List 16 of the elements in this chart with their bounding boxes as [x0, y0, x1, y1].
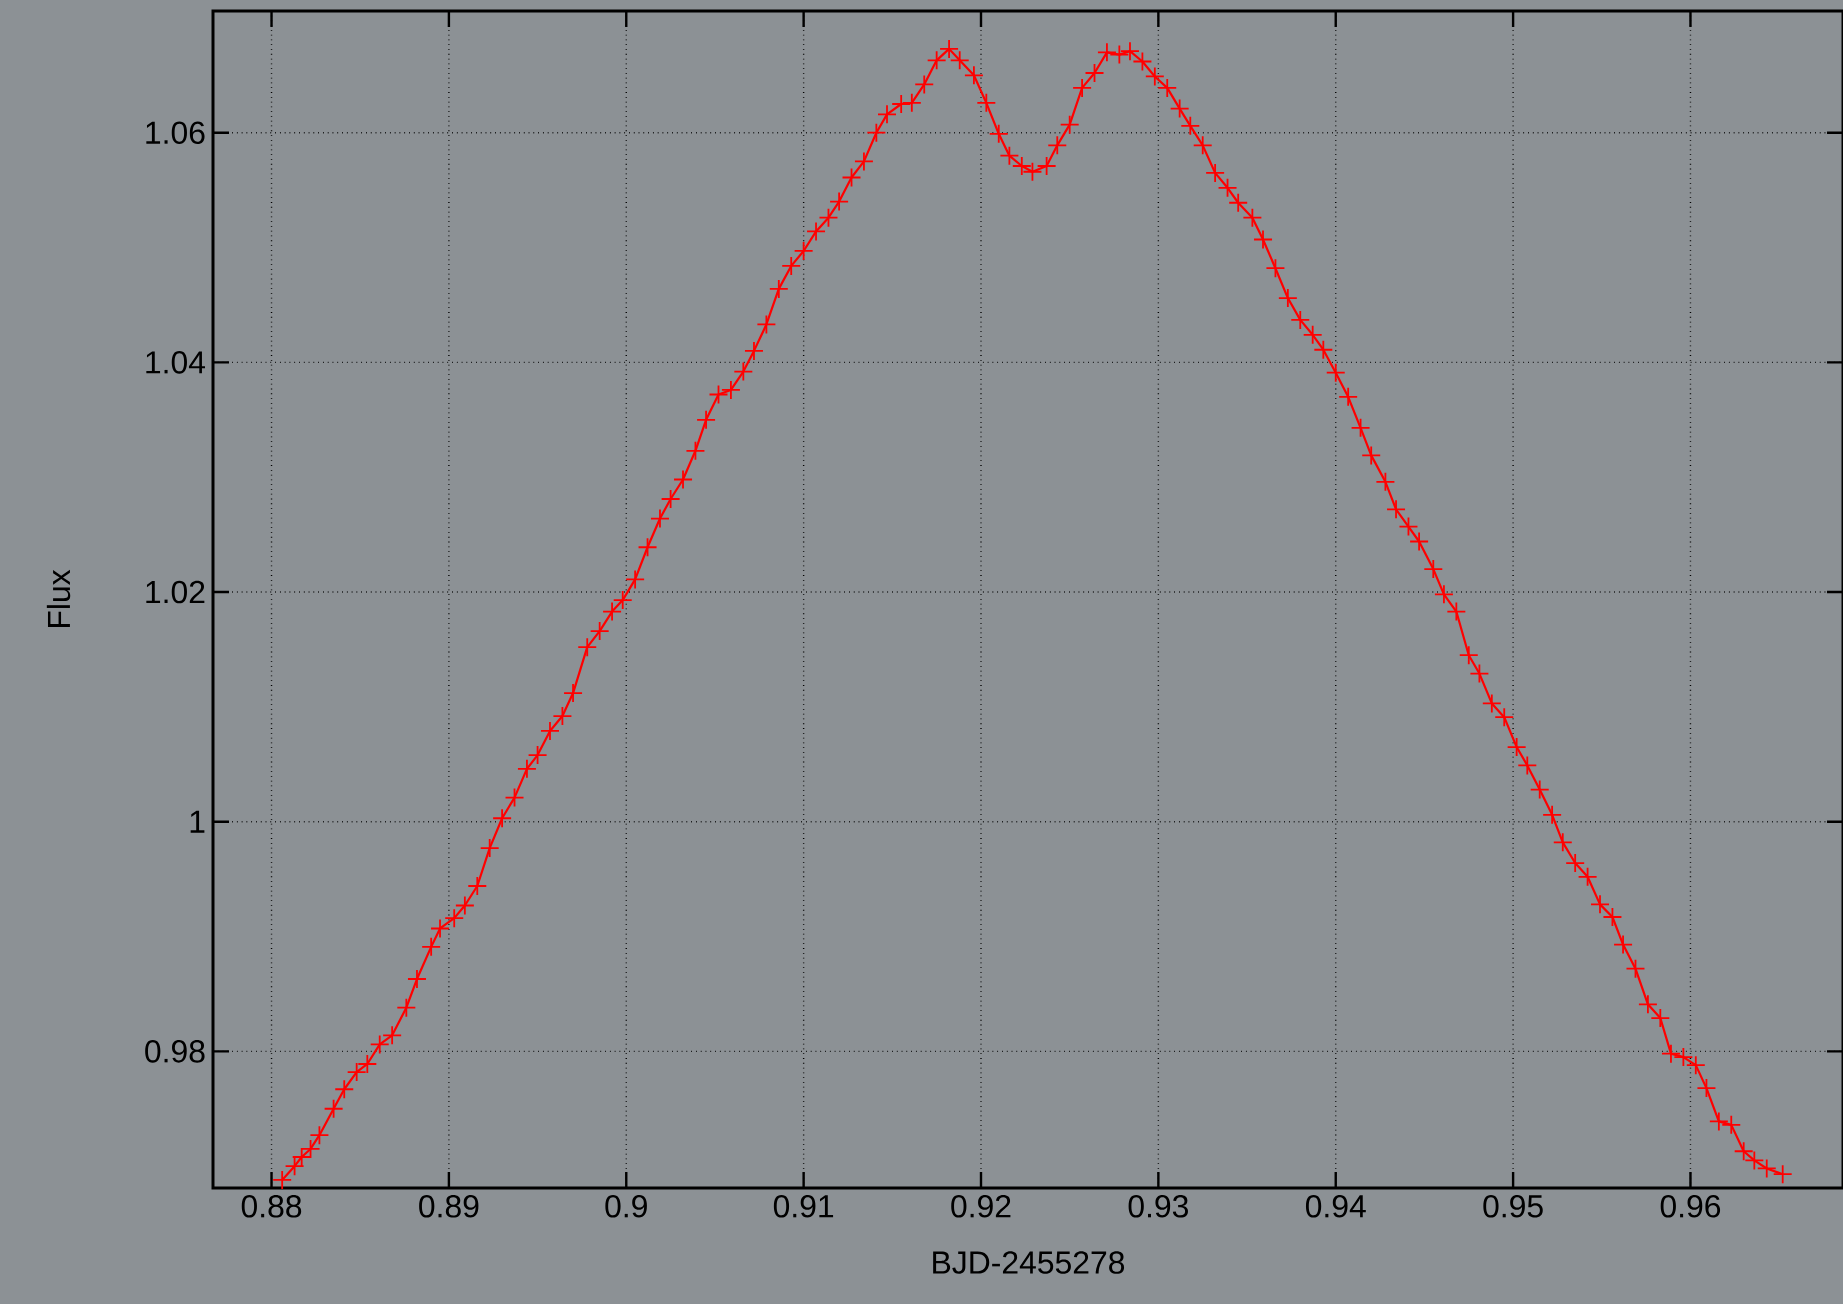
y-axis-title: Flux	[46, 569, 71, 627]
y-tick-label: 1.04	[146, 351, 206, 374]
y-tick-label: 1.06	[146, 121, 205, 144]
x-tick-label: 0.92	[951, 1195, 1011, 1218]
x-tick-label: 0.93	[1128, 1195, 1188, 1218]
x-axis-title: BJD-2455278	[933, 1251, 1125, 1274]
y-tick-label: 1	[190, 810, 205, 833]
x-tick-label: 0.89	[419, 1195, 479, 1218]
x-tick-label: 0.96	[1660, 1195, 1721, 1218]
x-tick-label: 0.88	[241, 1195, 302, 1218]
x-tick-label: 0.91	[773, 1195, 834, 1218]
x-tick-label: 0.9	[605, 1195, 647, 1218]
x-tick-label: 0.94	[1305, 1195, 1366, 1218]
x-tick-label: 0.95	[1483, 1195, 1543, 1218]
y-tick-label: 0.98	[145, 1040, 205, 1063]
y-tick-label: 1.02	[146, 580, 205, 604]
